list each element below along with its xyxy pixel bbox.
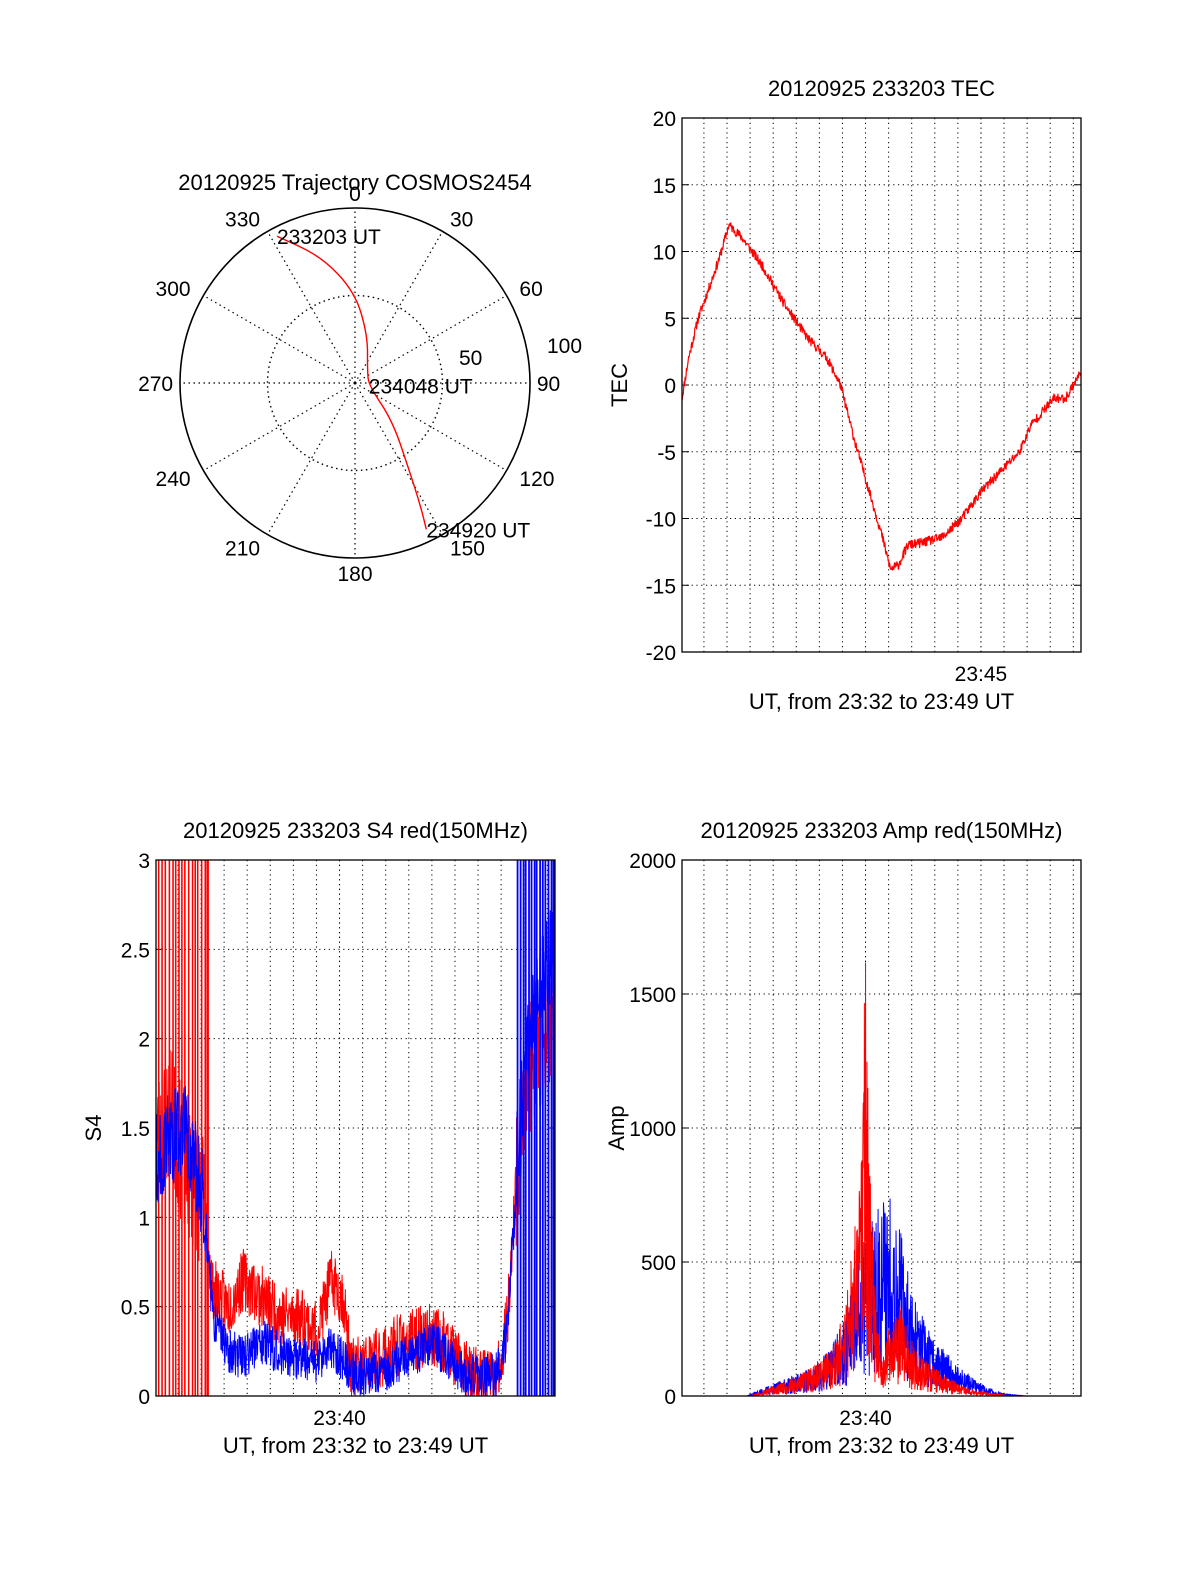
tec-panel: -20 -15 -10 -5 0 5 10 15 20 23:45 20120925 233203 … <box>607 76 1082 714</box>
x-tick-label: 23:40 <box>839 1407 892 1430</box>
polar-angle-label: 60 <box>519 278 542 301</box>
polar-annotation: 233203 UT <box>277 226 381 249</box>
polar-angle-label: 210 <box>225 537 260 560</box>
y-tick-label: 1000 <box>629 1118 676 1141</box>
y-tick-label: 1500 <box>629 984 676 1007</box>
polar-spoke <box>354 382 444 535</box>
polar-annotation: 234920 UT <box>426 519 530 542</box>
y-tick-label: 3 <box>138 850 150 873</box>
plot-frame <box>155 859 556 1397</box>
y-tick-label: 0.5 <box>121 1297 150 1320</box>
polar-spoke <box>203 294 356 384</box>
y-tick-label: 5 <box>664 308 676 331</box>
polar-angle-label: 30 <box>450 209 473 232</box>
x-tick-label: 23:45 <box>955 663 1008 686</box>
y-tick-label: 0 <box>664 1386 676 1409</box>
y-axis-label: S4 <box>81 1115 106 1142</box>
y-tick-label: 1.5 <box>121 1118 150 1141</box>
y-tick-label: -15 <box>646 575 676 598</box>
polar-spoke <box>354 294 507 384</box>
y-tick-label: -5 <box>657 442 676 465</box>
series-line <box>156 904 555 1396</box>
y-axis-label: Amp <box>604 1105 629 1150</box>
polar-trajectory-line <box>276 235 427 530</box>
plot-area <box>682 222 1081 571</box>
y-tick-label: 2 <box>138 1029 150 1052</box>
polar-angle-label: 120 <box>519 468 554 491</box>
plot-frame <box>681 859 1082 1397</box>
polar-angle-label: 300 <box>156 278 191 301</box>
polar-spoke <box>266 382 356 535</box>
amp-panel: 0 500 1000 1500 2000 23:40 20120925 233203 Amp… <box>604 818 1082 1458</box>
y-tick-label: 10 <box>653 242 676 265</box>
polar-annotation: 234048 UT <box>369 375 473 398</box>
x-tick-label: 23:40 <box>313 1407 366 1430</box>
y-tick-label: 500 <box>641 1252 676 1275</box>
polar-angle-label: 180 <box>337 563 372 586</box>
polar-angle-label: 330 <box>225 209 260 232</box>
y-tick-label: 2000 <box>629 850 676 873</box>
y-tick-label: 15 <box>653 175 676 198</box>
polar-spoke <box>203 382 356 472</box>
x-axis-label: UT, from 23:32 to 23:49 UT <box>749 1433 1014 1458</box>
y-tick-label: 0 <box>138 1386 150 1409</box>
plot-frame <box>681 117 1082 653</box>
polar-angle-label: 90 <box>537 373 560 396</box>
polar-spoke <box>354 382 507 472</box>
polar-spoke <box>354 231 444 384</box>
y-tick-label: 2.5 <box>121 939 150 962</box>
s4-panel: 0 0.5 1 1.5 2 2.5 3 23:40 20120925 233203 S4 red… <box>81 818 556 1458</box>
polar-radius-label: 50 <box>459 347 482 370</box>
polar-outer-circle <box>179 207 531 559</box>
polar-radius-label: 100 <box>547 335 582 358</box>
y-tick-label: 1 <box>138 1207 150 1230</box>
polar-angle-label: 240 <box>156 468 191 491</box>
polar-angle-label: 150 <box>450 537 485 560</box>
polar-angle-label: 0 <box>349 183 361 206</box>
polar-title: 20120925 Trajectory COSMOS2454 <box>178 170 531 195</box>
x-axis-label: UT, from 23:32 to 23:49 UT <box>223 1433 488 1458</box>
polar-grid-circle <box>266 294 444 472</box>
y-tick-label: -10 <box>646 509 676 532</box>
plot-title: 20120925 233203 S4 red(150MHz) <box>183 818 528 843</box>
y-tick-label: -20 <box>646 642 676 665</box>
polar-spoke <box>266 231 356 384</box>
y-tick-label: 20 <box>653 108 676 131</box>
y-axis-label: TEC <box>607 363 632 407</box>
series-line <box>682 222 1081 571</box>
plot-title: 20120925 233203 Amp red(150MHz) <box>700 818 1062 843</box>
y-tick-label: 0 <box>664 375 676 398</box>
x-axis-label: UT, from 23:32 to 23:49 UT <box>749 689 1014 714</box>
plot-area <box>682 962 1081 1396</box>
plot-title: 20120925 233203 TEC <box>768 76 995 101</box>
polar-angle-label: 270 <box>138 373 173 396</box>
plot-area <box>156 860 555 1396</box>
